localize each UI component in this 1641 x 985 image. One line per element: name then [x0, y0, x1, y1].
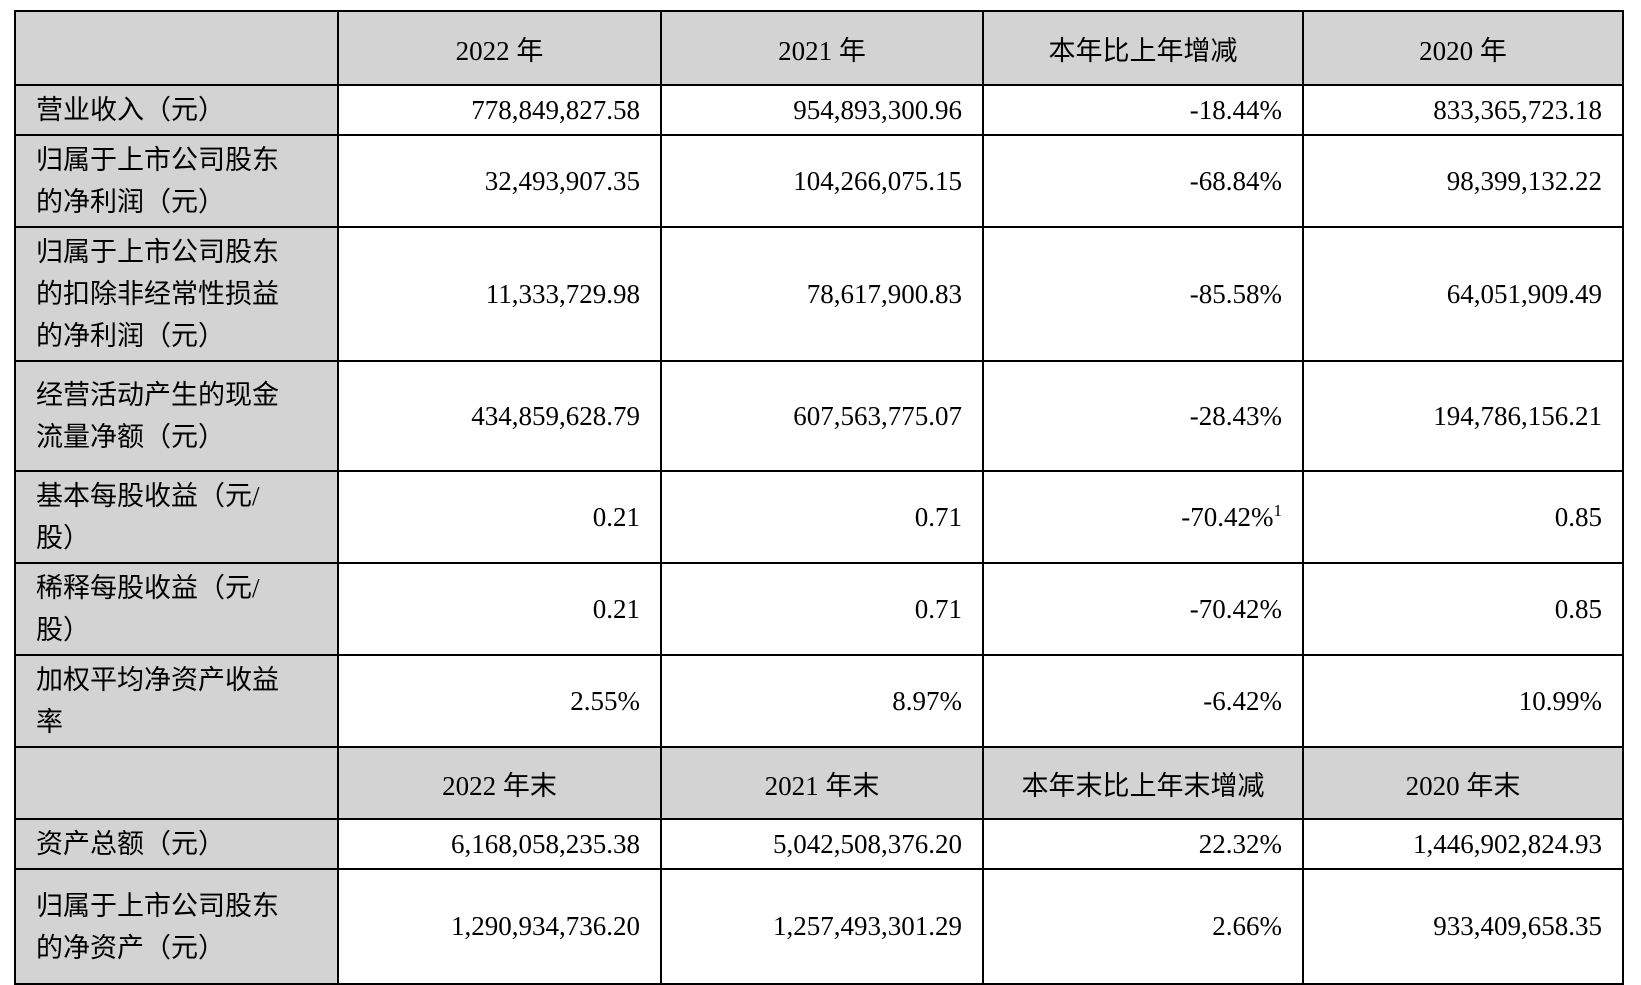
row-label-operating-cash-flow: 经营活动产生的现金流量净额（元） [14, 360, 339, 472]
row-label-weighted-avg-roe: 加权平均净资产收益率 [14, 654, 339, 748]
cell-revenue-change: -18.44% [982, 84, 1304, 136]
table-row-net-assets: 归属于上市公司股东的净资产（元） 1,290,934,736.20 1,257,… [14, 868, 1624, 985]
cell-total-assets-change: 22.32% [982, 818, 1304, 870]
cell-net-profit-2021: 104,266,075.15 [660, 134, 984, 228]
cell-operating-cash-flow-2021: 607,563,775.07 [660, 360, 984, 472]
financial-summary-table-container: 2022 年 2021 年 本年比上年增减 2020 年 营业收入（元） 778… [14, 10, 1624, 985]
table-row-net-profit-deducted: 归属于上市公司股东的扣除非经常性损益的净利润（元） 11,333,729.98 … [14, 226, 1624, 362]
year-end-header-empty-cell [14, 746, 339, 820]
year-end-header-row: 2022 年末 2021 年末 本年末比上年末增减 2020 年末 [14, 746, 1624, 820]
cell-net-assets-2022: 1,290,934,736.20 [337, 868, 662, 985]
cell-basic-eps-2022: 0.21 [337, 470, 662, 564]
annual-header-2021: 2021 年 [660, 10, 984, 86]
annual-header-change: 本年比上年增减 [982, 10, 1304, 86]
table-row-total-assets: 资产总额（元） 6,168,058,235.38 5,042,508,376.2… [14, 818, 1624, 870]
cell-diluted-eps-2022: 0.21 [337, 562, 662, 656]
row-label-diluted-eps: 稀释每股收益（元/股） [14, 562, 339, 656]
year-end-header-change: 本年末比上年末增减 [982, 746, 1304, 820]
table-row-net-profit: 归属于上市公司股东的净利润（元） 32,493,907.35 104,266,0… [14, 134, 1624, 228]
row-label-basic-eps: 基本每股收益（元/股） [14, 470, 339, 564]
cell-net-assets-change: 2.66% [982, 868, 1304, 985]
table-row-revenue: 营业收入（元） 778,849,827.58 954,893,300.96 -1… [14, 84, 1624, 136]
cell-diluted-eps-2021: 0.71 [660, 562, 984, 656]
annual-header-2020: 2020 年 [1302, 10, 1624, 86]
cell-net-profit-change: -68.84% [982, 134, 1304, 228]
cell-net-assets-2021: 1,257,493,301.29 [660, 868, 984, 985]
cell-net-profit-2020: 98,399,132.22 [1302, 134, 1624, 228]
cell-weighted-avg-roe-change: -6.42% [982, 654, 1304, 748]
table-row-weighted-avg-roe: 加权平均净资产收益率 2.55% 8.97% -6.42% 10.99% [14, 654, 1624, 748]
cell-basic-eps-change: -70.42%1 [982, 470, 1304, 564]
table-row-basic-eps: 基本每股收益（元/股） 0.21 0.71 -70.42%1 0.85 [14, 470, 1624, 564]
year-end-header-2021: 2021 年末 [660, 746, 984, 820]
cell-net-profit-deducted-2022: 11,333,729.98 [337, 226, 662, 362]
annual-header-empty-cell [14, 10, 339, 86]
cell-net-profit-deducted-2020: 64,051,909.49 [1302, 226, 1624, 362]
cell-basic-eps-2021: 0.71 [660, 470, 984, 564]
cell-revenue-2021: 954,893,300.96 [660, 84, 984, 136]
basic-eps-change-value: -70.42% [1181, 501, 1274, 532]
row-label-operating-revenue: 营业收入（元） [14, 84, 339, 136]
cell-total-assets-2021: 5,042,508,376.20 [660, 818, 984, 870]
cell-weighted-avg-roe-2022: 2.55% [337, 654, 662, 748]
cell-total-assets-2022: 6,168,058,235.38 [337, 818, 662, 870]
annual-header-2022: 2022 年 [337, 10, 662, 86]
cell-diluted-eps-2020: 0.85 [1302, 562, 1624, 656]
cell-operating-cash-flow-2022: 434,859,628.79 [337, 360, 662, 472]
cell-net-assets-2020: 933,409,658.35 [1302, 868, 1624, 985]
row-label-net-profit-deducted: 归属于上市公司股东的扣除非经常性损益的净利润（元） [14, 226, 339, 362]
cell-net-profit-deducted-2021: 78,617,900.83 [660, 226, 984, 362]
row-label-total-assets: 资产总额（元） [14, 818, 339, 870]
row-label-net-assets: 归属于上市公司股东的净资产（元） [14, 868, 339, 985]
cell-operating-cash-flow-change: -28.43% [982, 360, 1304, 472]
row-label-net-profit: 归属于上市公司股东的净利润（元） [14, 134, 339, 228]
annual-header-row: 2022 年 2021 年 本年比上年增减 2020 年 [14, 10, 1624, 86]
table-row-diluted-eps: 稀释每股收益（元/股） 0.21 0.71 -70.42% 0.85 [14, 562, 1624, 656]
cell-operating-cash-flow-2020: 194,786,156.21 [1302, 360, 1624, 472]
year-end-header-2022: 2022 年末 [337, 746, 662, 820]
cell-total-assets-2020: 1,446,902,824.93 [1302, 818, 1624, 870]
cell-weighted-avg-roe-2021: 8.97% [660, 654, 984, 748]
financial-summary-table: 2022 年 2021 年 本年比上年增减 2020 年 营业收入（元） 778… [14, 10, 1624, 985]
year-end-header-2020: 2020 年末 [1302, 746, 1624, 820]
cell-net-profit-2022: 32,493,907.35 [337, 134, 662, 228]
cell-revenue-2022: 778,849,827.58 [337, 84, 662, 136]
footnote-marker: 1 [1273, 500, 1283, 520]
cell-revenue-2020: 833,365,723.18 [1302, 84, 1624, 136]
cell-net-profit-deducted-change: -85.58% [982, 226, 1304, 362]
cell-weighted-avg-roe-2020: 10.99% [1302, 654, 1624, 748]
cell-diluted-eps-change: -70.42% [982, 562, 1304, 656]
table-row-operating-cash-flow: 经营活动产生的现金流量净额（元） 434,859,628.79 607,563,… [14, 360, 1624, 472]
cell-basic-eps-2020: 0.85 [1302, 470, 1624, 564]
